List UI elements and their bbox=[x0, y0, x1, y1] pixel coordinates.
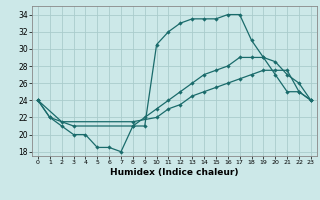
X-axis label: Humidex (Indice chaleur): Humidex (Indice chaleur) bbox=[110, 168, 239, 177]
